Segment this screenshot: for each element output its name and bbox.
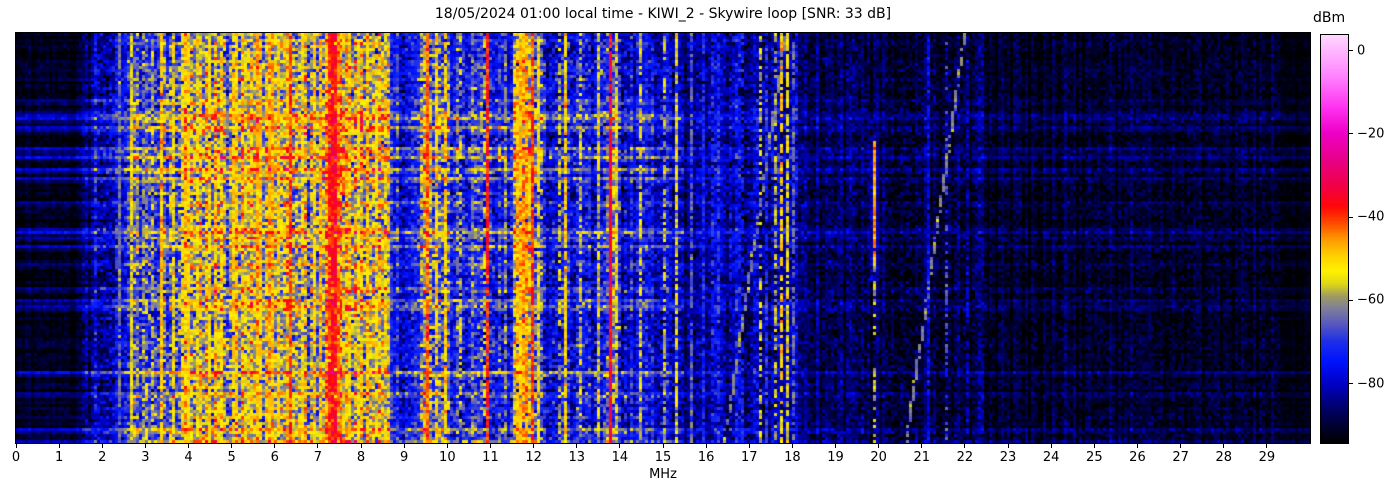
x-tick-label: 9	[400, 450, 409, 465]
colorbar-tick-label: 0	[1357, 43, 1366, 59]
x-tick-mark	[1136, 444, 1138, 448]
x-tick-label: 23	[999, 450, 1017, 465]
x-tick-label: 22	[956, 450, 974, 465]
x-tick-label: 4	[184, 450, 193, 465]
x-tick-label: 12	[525, 450, 542, 465]
x-tick-mark	[791, 444, 793, 448]
x-tick-label: 28	[1215, 450, 1232, 465]
x-tick-mark	[1093, 444, 1095, 448]
spectrogram-plot-frame	[15, 32, 1311, 444]
x-tick-mark	[576, 444, 578, 448]
x-tick-mark	[101, 444, 103, 448]
x-tick-label: 8	[356, 450, 366, 465]
x-tick-label: 16	[697, 450, 715, 465]
x-tick-mark	[1180, 444, 1182, 448]
spectrogram-canvas	[16, 33, 1310, 443]
x-axis-label: MHz	[649, 467, 677, 482]
x-tick-mark	[489, 444, 491, 448]
x-tick-mark	[58, 444, 60, 448]
x-tick-label: 0	[11, 450, 21, 465]
x-tick-mark	[705, 444, 707, 448]
x-tick-label: 15	[654, 450, 672, 465]
x-axis: 0 1 2 3 4 5 6 7 8 9 10 11 12 13 14 15 16 17 18 19 20 21 22 23 24…	[12, 444, 1310, 480]
x-tick-label: 18	[784, 450, 801, 465]
x-tick-label: 24	[1042, 450, 1060, 465]
x-tick-label: 3	[141, 450, 150, 465]
x-tick-label: 7	[313, 450, 323, 465]
x-tick-label: 21	[913, 450, 931, 465]
x-tick-label: 25	[1086, 450, 1103, 465]
x-tick-label: 13	[568, 450, 585, 465]
colorbar-tick-mark	[1349, 383, 1353, 385]
x-tick-label: 19	[827, 450, 844, 465]
x-tick-label: 11	[482, 450, 499, 465]
x-tick-label: 5	[227, 450, 236, 465]
x-tick-label: 14	[611, 450, 629, 465]
x-tick-mark	[1266, 444, 1268, 448]
x-tick-mark	[403, 444, 405, 448]
x-tick-mark	[921, 444, 923, 448]
x-tick-mark	[317, 444, 319, 448]
x-tick-label: 29	[1258, 450, 1276, 465]
colorbar-tick-mark	[1349, 216, 1353, 218]
x-tick-mark	[662, 444, 664, 448]
colorbar-tick-label: −40	[1357, 209, 1385, 225]
x-tick-label: 2	[98, 450, 107, 465]
x-tick-label: 1	[54, 450, 64, 465]
x-tick-mark	[446, 444, 448, 448]
x-tick-mark	[231, 444, 233, 448]
x-tick-mark	[878, 444, 880, 448]
colorbar-tick-label: −80	[1357, 376, 1385, 392]
colorbar-ticks: 0 −20 −40 −60 −80	[1349, 34, 1399, 442]
x-tick-label: 26	[1129, 450, 1146, 465]
x-tick-mark	[619, 444, 621, 448]
colorbar-tick-mark	[1349, 299, 1353, 301]
x-tick-mark	[748, 444, 750, 448]
colorbar-label: dBm	[1313, 10, 1346, 26]
x-tick-mark	[360, 444, 362, 448]
x-tick-mark	[1223, 444, 1225, 448]
chart-title: 18/05/2024 01:00 local time - KIWI_2 - S…	[434, 6, 892, 22]
x-tick-mark	[964, 444, 966, 448]
x-tick-label: 10	[439, 450, 456, 465]
x-tick-label: 27	[1172, 450, 1189, 465]
x-tick-mark	[533, 444, 535, 448]
colorbar-tick-label: −60	[1357, 292, 1385, 308]
x-tick-label: 20	[870, 450, 887, 465]
x-tick-mark	[274, 444, 276, 448]
x-tick-label: 6	[270, 450, 279, 465]
x-tick-mark	[188, 444, 190, 448]
x-tick-mark	[1050, 444, 1052, 448]
x-tick-mark	[15, 444, 17, 448]
x-tick-mark	[144, 444, 146, 448]
colorbar-tick-label: −20	[1357, 126, 1385, 142]
colorbar-gradient-canvas	[1321, 35, 1348, 443]
x-tick-mark	[1007, 444, 1009, 448]
x-tick-mark	[835, 444, 837, 448]
colorbar-tick-mark	[1349, 50, 1353, 52]
x-tick-label: 17	[740, 450, 758, 465]
colorbar-tick-mark	[1349, 133, 1353, 135]
colorbar	[1320, 34, 1349, 444]
